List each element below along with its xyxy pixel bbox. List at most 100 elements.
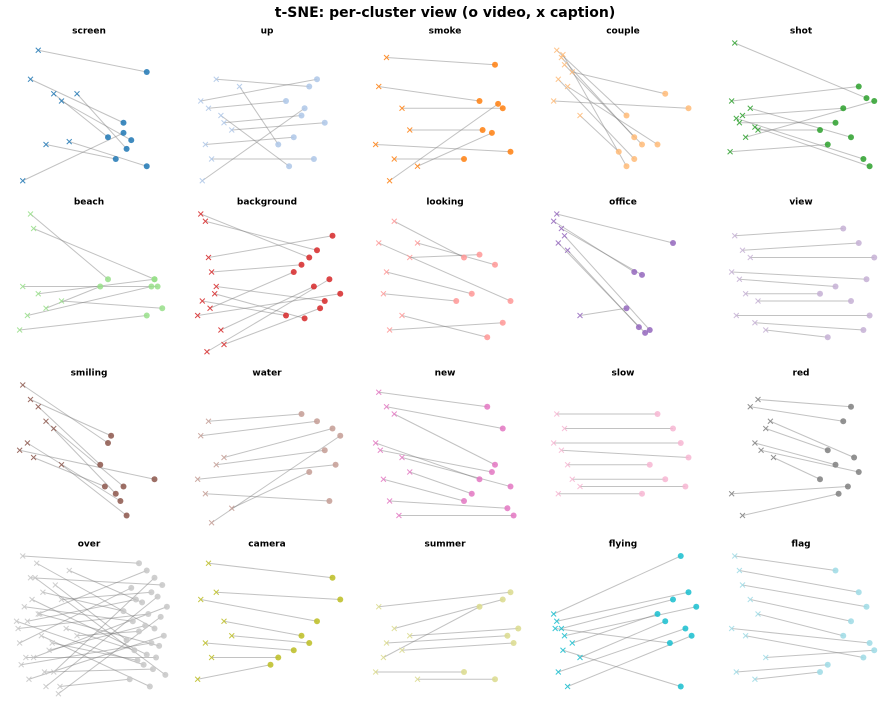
pair-link [200,599,318,622]
caption-point [43,418,49,425]
video-point [677,440,684,446]
caption-point [739,582,746,588]
pair-link [44,668,153,673]
video-point [321,298,328,304]
caption-point [372,440,379,446]
video-point [507,483,514,490]
video-point [156,642,163,649]
pair-link [770,420,855,458]
video-point [688,632,695,639]
pair-link [739,278,836,287]
caption-point [27,211,34,217]
pair-link [38,570,147,615]
video-point [817,669,823,675]
video-point [677,683,684,690]
caption-point [58,298,65,304]
caption-point [13,618,20,625]
video-point [162,671,169,678]
pair-link [564,64,643,145]
video-point [159,305,166,312]
caption-point [52,582,59,588]
video-point [670,425,676,432]
panel: smoke [372,27,514,184]
caption-point [770,454,777,461]
pair-link [742,493,839,516]
pair-link [553,100,689,109]
caption-point [762,327,769,333]
pair-link [394,599,503,629]
pair-link [16,620,144,666]
video-point [136,628,142,635]
pair-link [750,107,852,138]
video-point [871,98,878,104]
video-point [298,632,305,639]
video-point [817,290,823,297]
caption-point [208,519,215,526]
pair-link [37,406,101,466]
video-point [840,105,847,112]
pair-link [33,457,106,487]
pair-link [38,49,147,73]
video-point [840,632,847,639]
caption-point [205,105,212,112]
panel: camera [194,540,344,683]
caption-point [46,647,52,654]
panel: red [728,369,862,519]
pair-link [572,71,666,95]
pair-link [205,642,294,651]
video-point [499,319,506,326]
caption-point [43,141,49,148]
pair-link [383,606,480,658]
video-point [851,454,858,461]
panel: beach [16,198,166,333]
caption-point [739,112,746,119]
video-point [290,269,297,275]
caption-point [228,505,235,512]
panel: water [194,369,344,526]
pair-link [208,413,302,422]
caption-point [221,454,227,461]
caption-point [414,676,421,683]
pair-link [378,391,488,408]
pair-link [378,242,511,302]
pair-link [564,606,697,637]
caption-point [35,611,42,617]
video-point [314,247,320,254]
video-point [840,418,847,425]
pair-link [389,322,503,331]
pair-link [383,293,457,302]
pair-link [742,242,859,251]
video-point [120,608,127,615]
video-point [615,148,622,155]
caption-point [758,447,764,454]
caption-point [727,148,733,155]
video-point [654,141,661,148]
video-point [306,83,313,90]
caption-point [380,476,387,483]
pair-link [223,620,302,637]
caption-point [755,298,761,304]
caption-point [55,690,62,697]
caption-point [577,112,583,119]
pair-link [205,136,294,145]
video-point [314,76,320,83]
caption-point [202,640,209,646]
pair-link [561,449,689,458]
pair-link [202,300,287,316]
pair-link [561,228,643,276]
video-point [126,676,133,683]
caption-point [391,218,398,225]
caption-point [372,669,379,675]
pair-link [386,406,503,429]
pair-link [745,100,875,138]
pair-link [380,449,492,473]
caption-point [204,348,210,355]
caption-point [747,403,754,410]
video-point [860,327,867,333]
caption-point [375,83,382,90]
video-point [321,119,328,126]
caption-point [739,512,746,519]
video-point [476,251,483,258]
caption-point [197,211,204,217]
caption-point [199,177,206,184]
